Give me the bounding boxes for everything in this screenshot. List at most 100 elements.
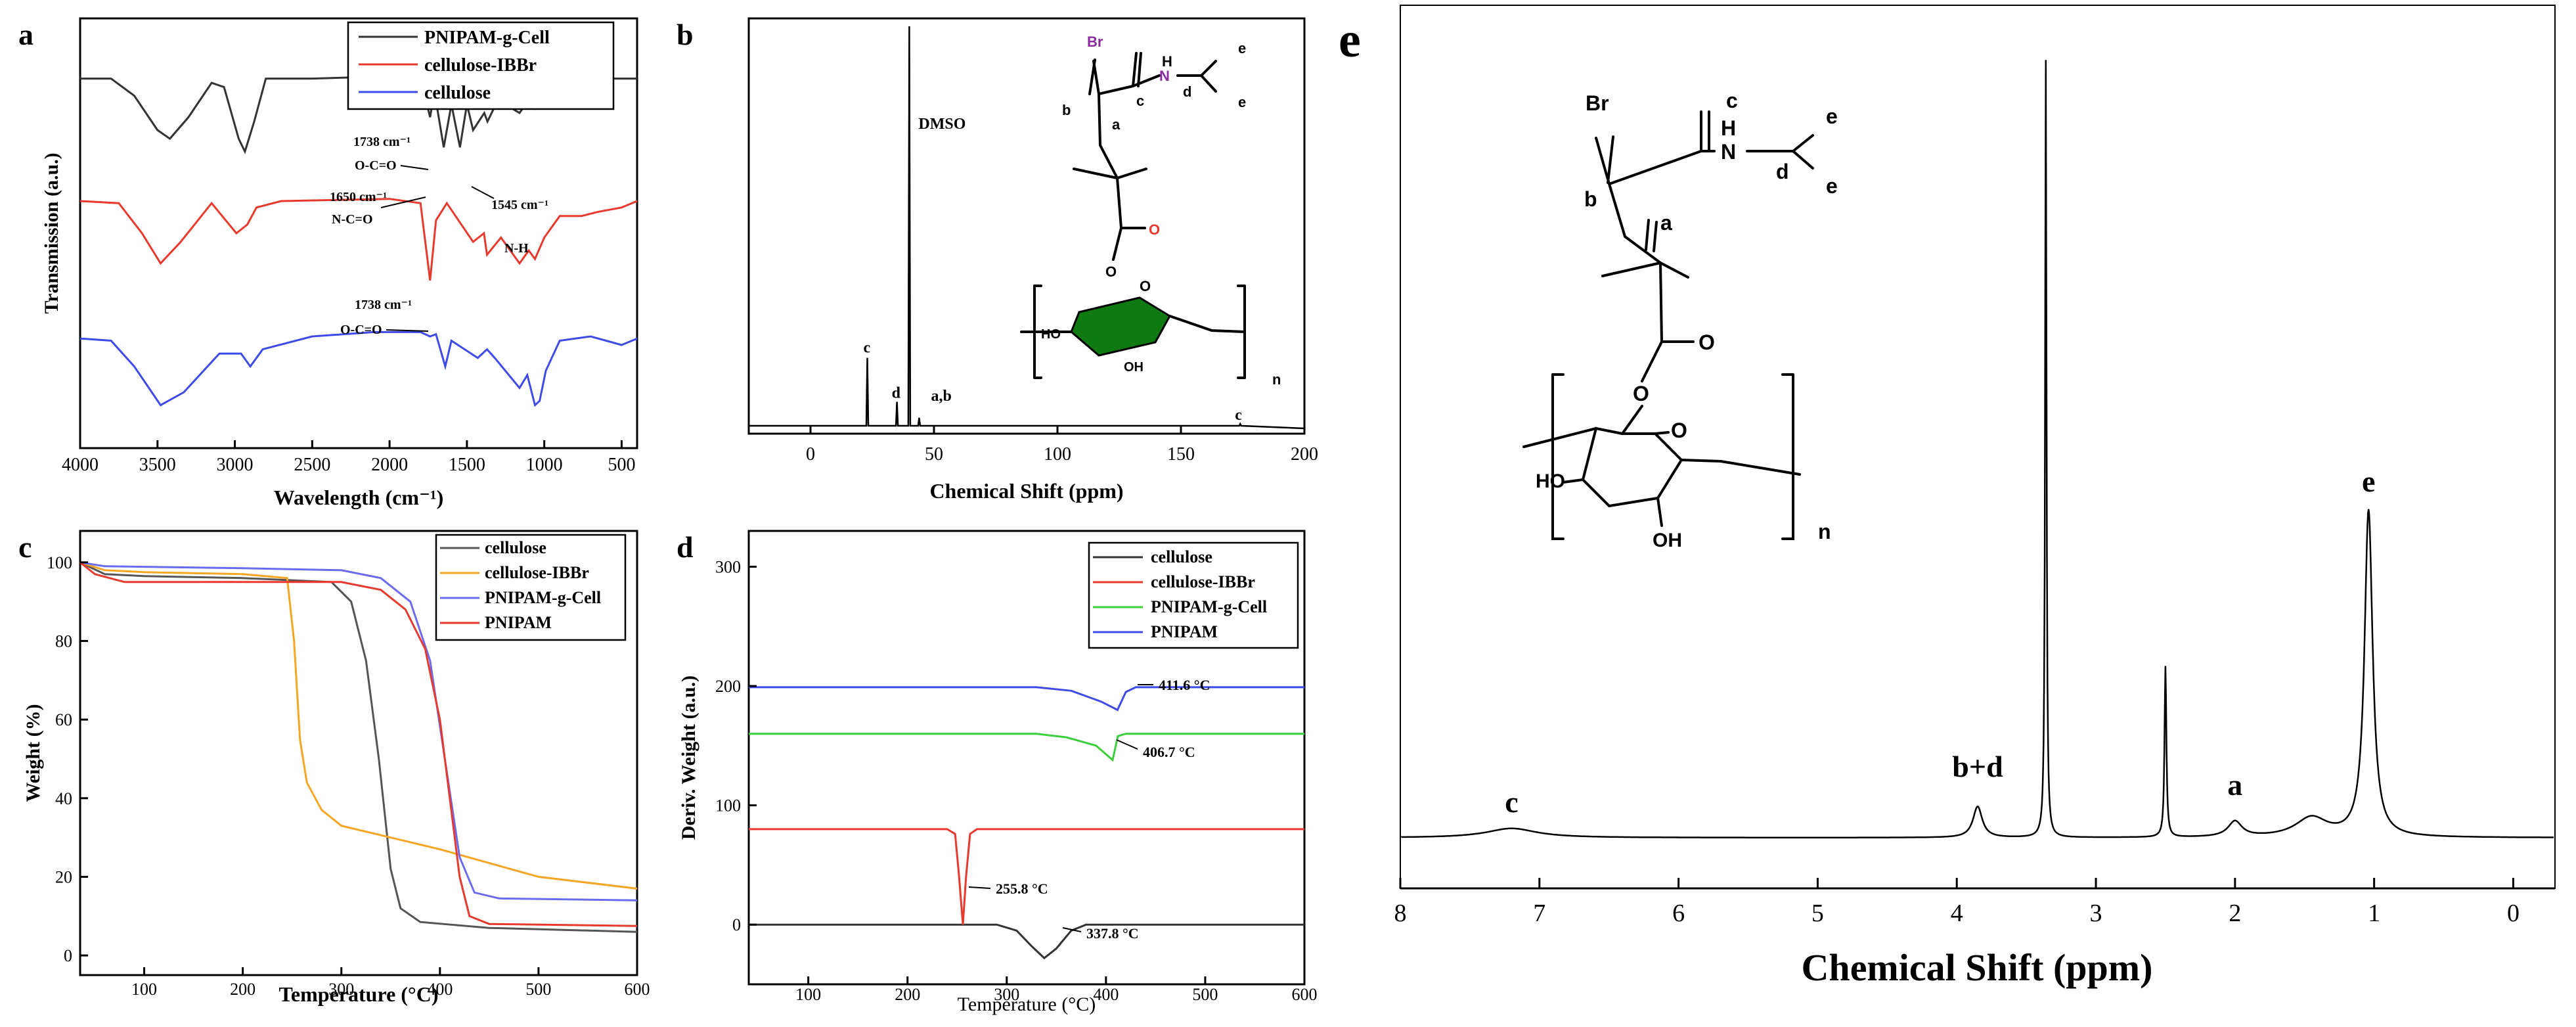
x-tick-label: 100 [131,980,157,999]
annotation-arrow [471,186,495,199]
structure-label: N [1721,140,1736,164]
x-tick-label: 4000 [62,455,99,475]
annotation: 406.7 °C [1143,744,1195,760]
structure-label: OH [1653,530,1682,551]
series-line [79,331,638,407]
x-tick-label: 400 [427,980,453,999]
x-tick-label: 500 [1192,985,1218,1004]
panel-c-series [79,561,638,933]
legend-label: PNIPAM [1151,622,1218,641]
spectrum-line [1400,60,2554,838]
legend-label: cellulose-IBBr [1151,572,1255,591]
panel-a: a 4000 3500 3000 2500 2000 1500 1000 500 Wavele… [18,17,638,509]
structure-label: b [1062,102,1071,118]
x-tick-label: 3 [2090,900,2102,927]
x-tick-label: 0 [2507,900,2520,927]
x-tick-label: 3500 [139,455,176,475]
structure-label: O [1140,278,1151,294]
annotation: 1738 cm⁻¹ [353,135,411,149]
x-tick-label: 2 [2229,900,2241,927]
structure-label: OH [1124,360,1144,375]
legend-label: cellulose-IBBr [485,563,589,582]
glucose-ring [1070,296,1172,357]
legend-label: cellulose [1151,547,1212,566]
spectrum-line [749,26,1305,430]
panel-a-xlabel: Wavelength (cm⁻¹) [274,486,443,509]
panel-d-series [749,686,1304,960]
legend-label: PNIPAM-g-Cell [485,588,601,607]
annotation: 1738 cm⁻¹ [355,298,412,312]
legend-label: cellulose [485,538,546,557]
y-tick-label: 300 [715,557,741,576]
panel-b-xlabel: Chemical Shift (ppm) [929,479,1123,503]
structure-label: a [1112,116,1121,133]
annotation-arrow [400,165,429,170]
x-tick-label: 500 [525,980,551,999]
x-tick-label: 200 [895,985,920,1004]
y-tick-label: 0 [64,946,72,965]
peak-label: c [1235,407,1242,424]
annotation-arrow [1116,739,1138,750]
panel-e-spectrum [1400,60,2554,838]
x-tick-label: 2500 [294,455,330,475]
panel-b-spectrum [749,26,1305,430]
panel-c-legend: cellulose cellulose-IBBr PNIPAM-g-Cell P… [435,534,627,641]
structure-label: b [1584,187,1597,211]
panel-d-xlabel: Temperature (°C) [958,993,1096,1015]
annotation-arrow [968,886,991,889]
y-tick-label: 100 [715,796,741,815]
panel-d-frame [747,530,1306,986]
x-tick-label: 200 [1291,444,1318,465]
x-tick-label: 300 [994,985,1019,1004]
y-tick-label: 40 [55,789,72,808]
series-line [749,828,1304,925]
structure-label: n [1818,520,1831,543]
panel-b-label: b [677,18,694,51]
series-line [79,561,638,933]
y-tick-label: 80 [55,632,72,651]
peak-label: a [2227,768,2242,802]
peak-label: a,b [931,388,951,405]
annotation: 255.8 °C [996,880,1048,897]
x-tick-label: 50 [925,444,943,465]
structure-label: O [1671,419,1687,442]
structure-label: d [1183,83,1191,100]
peak-label: c [1505,785,1518,819]
panel-d-y-ticks: 0 100 200 300 [715,557,757,934]
series-line [79,561,638,890]
series-line [749,733,1304,762]
structure-label: a [1660,211,1672,235]
structure-label: e [1238,40,1246,57]
structure-label: HO [1536,470,1565,492]
x-tick-label: 300 [328,980,354,999]
x-tick-label: 4 [1951,900,1963,927]
panel-e-structure: Br c N H d e e b a O O O HO OH n [1522,89,1838,551]
panel-c-ylabel: Weight (%) [22,704,44,802]
structure-label: d [1776,160,1789,183]
panel-a-frame [79,17,638,449]
structure-label: Br [1087,34,1103,50]
peak-label: b+d [1952,750,2003,783]
panel-a-x-ticks: 4000 3500 3000 2500 2000 1500 1000 500 [62,440,635,475]
x-tick-label: 600 [1292,985,1318,1004]
x-tick-label: 5 [1811,900,1824,927]
x-tick-label: 1 [2368,900,2380,927]
structure-label: O [1105,263,1117,280]
x-tick-label: 0 [806,444,815,465]
x-tick-label: 200 [230,980,255,999]
panel-b-frame [747,17,1306,435]
legend-label: PNIPAM-g-Cell [424,28,550,48]
panel-c-x-ticks: 100 200 300 400 500 600 [131,967,650,999]
panel-a-ylabel: Transmission (a.u.) [41,152,62,313]
annotation: O-C=O [340,323,382,337]
peak-label: d [892,385,901,402]
panel-c-frame [79,530,638,976]
panel-d-legend: cellulose cellulose-IBBr PNIPAM-g-Cell P… [1088,541,1299,649]
x-tick-label: 1000 [526,455,563,475]
x-tick-label: 1500 [449,455,485,475]
series-line [79,561,638,927]
y-tick-label: 200 [715,677,741,696]
